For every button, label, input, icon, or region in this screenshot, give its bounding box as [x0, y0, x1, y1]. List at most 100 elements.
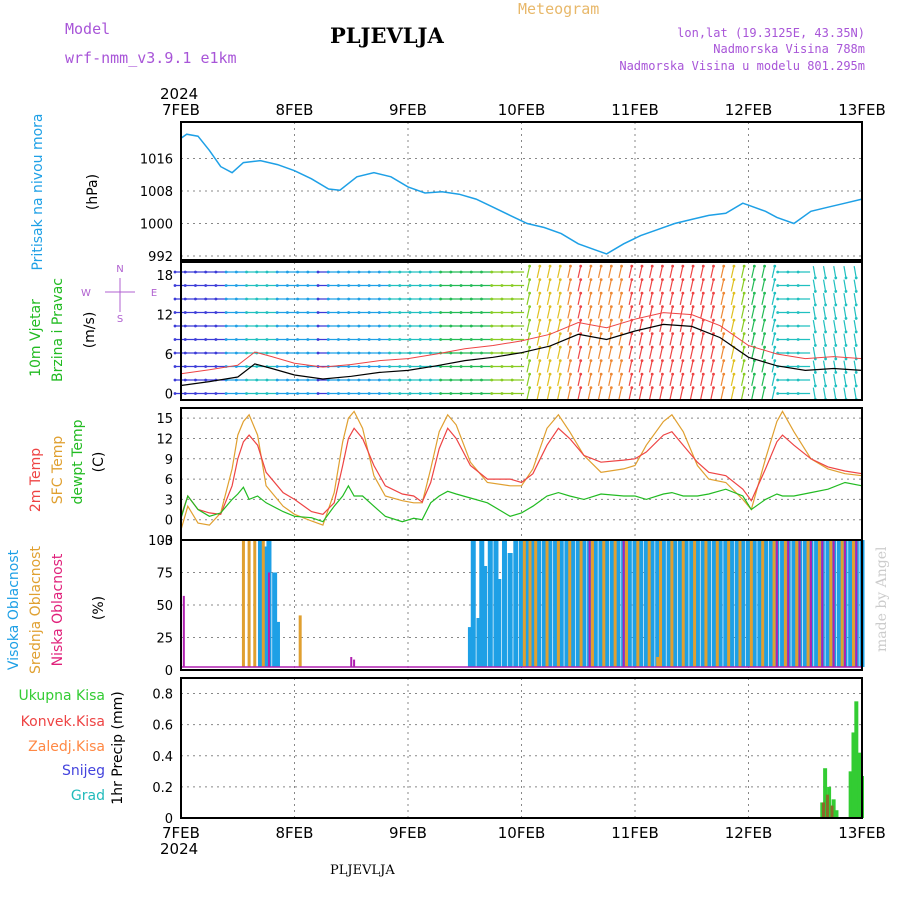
cloud-bar [802, 540, 808, 667]
wind-arrows [173, 264, 858, 401]
wind-arrow [567, 279, 572, 292]
wind-arrow-head [742, 305, 746, 309]
wind-arrow [761, 266, 766, 278]
cloud-bar [590, 540, 594, 667]
wind-arrow-head [640, 318, 644, 322]
cloud-bar [700, 540, 706, 667]
wind-arrow-head [813, 317, 817, 320]
wind-arrow-head [500, 351, 504, 355]
wind-arrow [740, 374, 745, 386]
model-name: wrf-nmm_v3.9.1 e1km [65, 49, 237, 67]
wind-arrow-head [620, 318, 623, 322]
wind-arrow-head [742, 264, 746, 268]
wind-arrow-head [459, 365, 463, 368]
wind-arrow-head [640, 264, 644, 268]
wind-arrow-head [776, 324, 780, 328]
cloud-bar [487, 540, 493, 667]
wind-arrow-head [204, 324, 208, 328]
wind-arrow-head [722, 332, 726, 336]
wind-arrow [833, 279, 837, 292]
wind-arrow [659, 360, 664, 373]
wind-arrow-head [408, 351, 412, 355]
wind-arrow [587, 279, 592, 292]
wind-arrow-head [854, 276, 858, 280]
wind-arrow [597, 306, 602, 319]
wind-arrow [618, 279, 623, 292]
wind-arrow-head [630, 386, 634, 390]
wind-arrow-head [510, 365, 514, 368]
wind-arrow-head [234, 311, 238, 314]
wind-arrow [567, 293, 572, 305]
wind-arrow-head [650, 372, 654, 376]
wind-arrow-head [480, 311, 483, 314]
precip-bar [834, 810, 839, 818]
wind-arrow-head [558, 359, 562, 363]
wind-arrow [689, 347, 694, 359]
wind-arrow-head [255, 297, 259, 301]
wind-arrow [638, 266, 643, 278]
y-tick-label: -3 [160, 534, 173, 549]
wind-arrow-head [469, 324, 473, 328]
wind-arrow-head [609, 386, 613, 390]
wind-arrow-head [480, 324, 483, 328]
wind-arrow-head [183, 392, 187, 395]
wind-arrow-head [844, 290, 848, 293]
wind-arrow-head [245, 392, 248, 395]
wind-arrow-head [490, 392, 494, 395]
cloud-bar [711, 540, 717, 667]
wind-arrow [587, 347, 592, 359]
cloud-bar [727, 540, 731, 667]
wind-arrow-head [214, 365, 218, 368]
wind-arrow-head [296, 284, 299, 287]
y-tick-label: 25 [156, 632, 173, 647]
wind-arrow-head [500, 338, 504, 341]
wind-arrow-head [599, 278, 603, 282]
wind-arrow-head [630, 278, 634, 282]
wind-arrow-head [691, 305, 695, 309]
wind-arrow [740, 279, 745, 292]
wind-arrow-head [224, 297, 228, 301]
wind-arrow [853, 306, 857, 319]
cloud-bar [740, 540, 746, 667]
cloud-bar [568, 540, 572, 667]
wind-arrow-head [408, 338, 412, 341]
wind-arrow-head [347, 284, 351, 287]
wind-arrow-head [752, 291, 756, 295]
cloud-bar [588, 540, 591, 667]
cloud-bar [780, 540, 786, 667]
precip-bar [857, 752, 862, 818]
wind-arrow-head [326, 284, 330, 287]
wind-arrow-head [347, 365, 351, 368]
dewpt-label: dewpt Temp [70, 419, 86, 504]
precip-bar [823, 768, 828, 818]
wind-arrow [761, 374, 766, 386]
wind-arrow-head [194, 378, 197, 382]
wind-arrow [689, 387, 694, 400]
wind-arrow [536, 387, 541, 400]
wind-arrow-head [234, 378, 238, 382]
wind-arrow-head [528, 359, 532, 363]
wind-arrow-head [204, 270, 208, 274]
wind-arrow-head [480, 270, 483, 274]
wind-gust-line [180, 312, 863, 375]
wind-arrow [720, 320, 725, 332]
precip-bar [827, 786, 832, 818]
wind-arrow [669, 293, 674, 305]
wind-arrow [597, 347, 602, 359]
wind-arrow-head [459, 297, 463, 301]
wind-arrow-head [671, 332, 675, 336]
wind-arrow-head [194, 311, 197, 314]
wind-arrow-head [620, 291, 623, 295]
wind-arrow-head [620, 305, 623, 309]
wind-arrow-head [620, 359, 623, 363]
wind-arrow-head [469, 392, 473, 395]
wind-arrow-head [569, 359, 572, 363]
wind-arrow-head [712, 264, 715, 268]
cloud-bar [681, 540, 685, 667]
wind-arrow-head [439, 297, 442, 301]
wind-arrow [740, 306, 745, 319]
wind-arrow-head [449, 297, 453, 301]
wind-arrow-head [306, 338, 310, 341]
cloud-bar [851, 540, 855, 667]
cloud-bar [609, 540, 615, 667]
